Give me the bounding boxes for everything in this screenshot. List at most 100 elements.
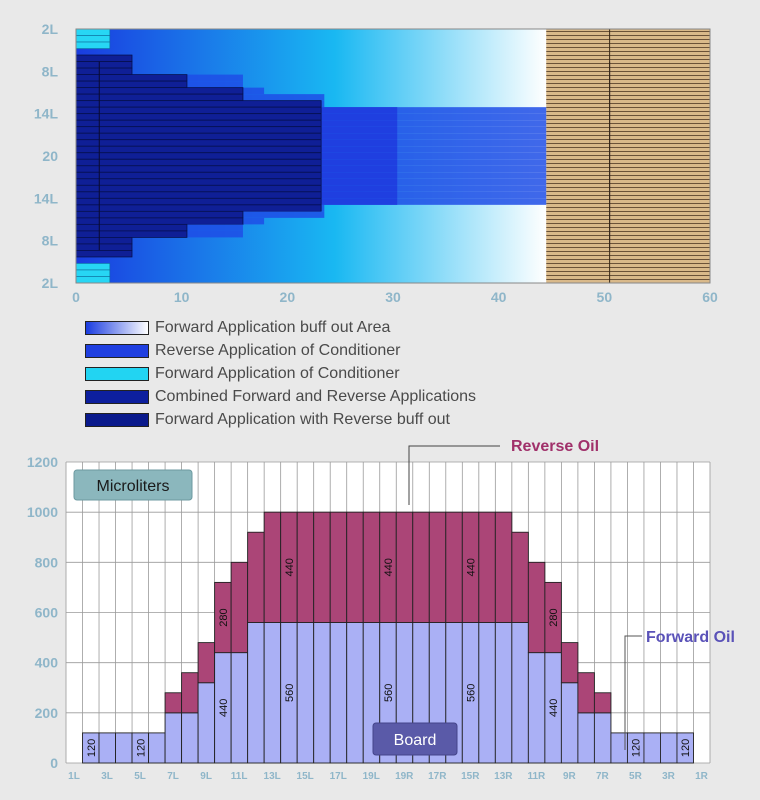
reverse-oil-bar <box>230 561 249 654</box>
y-tick-label: 2L <box>42 275 59 291</box>
forward-reverse-bar <box>75 87 244 95</box>
bottom-bars <box>82 511 694 764</box>
forward-reverse-bar <box>75 132 322 141</box>
x-tick-label: 5R <box>629 771 643 782</box>
reverse-oil-bar <box>511 531 529 623</box>
reverse-oil-bar <box>247 531 265 623</box>
legend-label: Combined Forward and Reverse Application… <box>155 387 477 405</box>
y-tick-label: 14L <box>34 190 59 206</box>
oil-volume-chart: 120 120 440 280 560 440 560 440 560 440 440 280 120 1… <box>27 440 735 782</box>
x-tick-label: 17L <box>330 771 347 782</box>
forward-reverse-bar <box>75 184 322 193</box>
plot-frame <box>75 28 711 284</box>
reverse-oil-bar <box>478 511 496 623</box>
forward-reverse-bar <box>75 223 188 232</box>
y-tick-label: 600 <box>35 605 59 621</box>
y-tick-label: 1000 <box>27 504 58 520</box>
top-x-axis: 0 10 20 30 40 50 60 <box>72 289 718 305</box>
x-tick-label: 50 <box>597 289 613 305</box>
forward-reverse-bar <box>75 230 188 238</box>
forward-oil-bar <box>148 732 166 764</box>
value-label: 120 <box>86 739 98 757</box>
x-tick-label: 1L <box>68 771 80 782</box>
forward-reverse-bar <box>75 106 322 115</box>
bottom-x-axis: 1L 3L 5L 7L 9L 11L 13L 15L 17L 19L 19R 17R 15R 13R 11R… <box>68 771 708 782</box>
reverse-oil-callout-line <box>408 445 500 505</box>
reverse-oil-bar <box>346 511 364 623</box>
forward-reverse-bar <box>75 178 322 186</box>
forward-conditioner-bar <box>75 35 111 43</box>
forward-oil-bar <box>164 712 183 764</box>
conditioner-pattern-chart: 0 10 20 30 40 50 60 2L 8L 14L 20 14L 8L 2L <box>34 21 718 305</box>
forward-reverse-bar <box>75 250 133 258</box>
forward-oil-bar <box>197 682 216 764</box>
x-tick-label: 9R <box>563 771 577 782</box>
x-tick-label: 1R <box>695 771 709 782</box>
x-tick-label: 15R <box>461 771 480 782</box>
value-label: 280 <box>548 608 560 626</box>
forward-oil-bar <box>247 622 265 764</box>
forward-reverse-bar <box>75 61 133 69</box>
forward-reverse-bar <box>75 145 322 154</box>
forward-oil-bar <box>676 732 694 764</box>
forward-reverse-bar <box>75 93 244 102</box>
forward-oil-bar <box>577 712 595 764</box>
forward-oil-bar <box>527 652 546 764</box>
value-label: 280 <box>218 608 230 626</box>
forward-oil-bar <box>263 622 282 764</box>
x-tick-label: 20 <box>280 289 296 305</box>
y-tick-label: 2L <box>42 21 59 37</box>
unit-label: Microliters <box>97 478 170 495</box>
legend-label: Forward Application of Conditioner <box>155 364 400 382</box>
legend-item-reverse-application: Reverse Application of Conditioner <box>85 339 476 362</box>
forward-oil-bar <box>313 622 331 764</box>
forward-reverse-bar <box>75 152 322 160</box>
forward-reverse-bar <box>75 80 188 89</box>
reverse-oil-bar <box>527 561 546 654</box>
tan-region <box>546 29 710 283</box>
forward-reverse-bar <box>75 100 322 108</box>
forward-oil-bar <box>181 712 199 764</box>
value-label: 560 <box>383 684 395 702</box>
forward-reverse-bar <box>75 197 322 206</box>
y-tick-label: 8L <box>42 233 59 249</box>
reverse-oil-bar <box>362 511 381 623</box>
x-tick-label: 7R <box>596 771 610 782</box>
forward-reverse-bar <box>75 191 322 199</box>
y-tick-label: 1200 <box>27 454 58 470</box>
reverse-oil-bar <box>445 511 463 623</box>
forward-oil-bar <box>511 622 529 764</box>
reverse-oil-bar <box>428 511 447 623</box>
reverse-oil-bar <box>593 692 612 714</box>
forward-reverse-bar <box>75 237 133 245</box>
reverse-oil-bar <box>395 511 414 623</box>
forward-reverse-bar <box>75 74 188 82</box>
x-tick-label: 13R <box>494 771 513 782</box>
x-tick-label: 19L <box>363 771 380 782</box>
forward-reverse-bar <box>75 217 244 225</box>
reverse-oil-bar <box>577 672 595 714</box>
top-y-axis: 2L 8L 14L 20 14L 8L 2L <box>34 21 59 291</box>
x-tick-label: 3R <box>662 771 676 782</box>
forward-oil-bar <box>643 732 661 764</box>
forward-reverse-bar <box>75 171 322 180</box>
value-label: 440 <box>466 558 478 576</box>
legend-item-forward-with-reverse-buff: Forward Application with Reverse buff ou… <box>85 408 476 431</box>
forward-oil-bar <box>660 732 678 764</box>
value-label: 120 <box>631 739 643 757</box>
y-tick-label: 800 <box>35 554 59 570</box>
forward-conditioner-bar <box>75 28 111 36</box>
top-plot-area <box>75 28 711 284</box>
unit-label-box <box>73 469 193 501</box>
y-tick-label: 14L <box>34 106 59 122</box>
x-tick-label: 0 <box>72 289 80 305</box>
legend-item-forward-application: Forward Application of Conditioner <box>85 362 476 385</box>
reverse-oil-bar <box>544 581 562 654</box>
reverse-oil-label: Reverse Oil <box>511 440 599 455</box>
bottom-y-axis: 0 200 400 600 800 1000 1200 <box>27 454 58 771</box>
reverse-oil-bar <box>296 511 315 623</box>
forward-reverse-bar <box>75 119 322 128</box>
x-tick-label: 30 <box>385 289 401 305</box>
forward-reverse-bar <box>75 243 133 251</box>
legend-swatch-buff-out <box>85 320 149 335</box>
